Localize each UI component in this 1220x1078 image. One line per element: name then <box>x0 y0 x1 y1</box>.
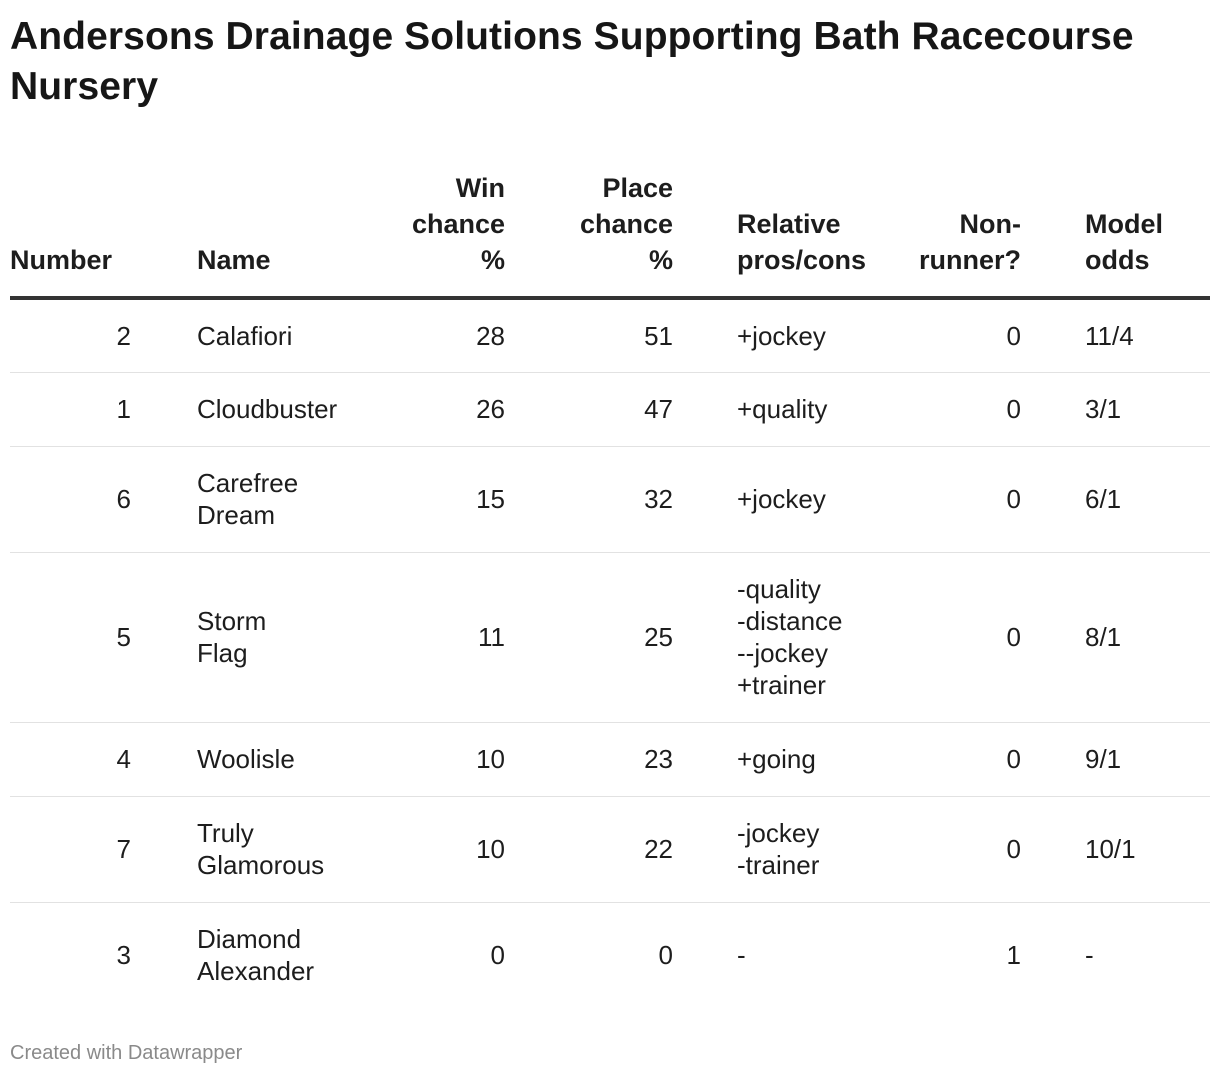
table-row: 2 Calafiori 28 51 +jockey 0 11/4 <box>10 298 1210 373</box>
cell-name: Calafiori <box>133 298 309 373</box>
pros-cons-item: -distance <box>737 606 843 636</box>
column-header-label-line: Number <box>10 245 113 275</box>
column-header-label-line: Model <box>1085 209 1163 239</box>
pros-cons-item: - <box>737 940 746 971</box>
column-header-label-line: % <box>480 245 505 275</box>
cell-nonrunner: 1 <box>1006 940 1021 971</box>
cell-win: 26 <box>309 372 505 447</box>
column-header-label-line: % <box>648 245 673 275</box>
column-header-label-line: Name <box>197 245 271 275</box>
cell-pros: - <box>673 902 873 1008</box>
cell-pros: +jockey <box>673 298 873 373</box>
cell-pros: -quality -distance --jockey +trainer <box>673 552 873 723</box>
cell-number: 4 <box>10 722 133 797</box>
table-row: 3 Diamond Alexander 0 0 - 1 - <box>10 902 1210 1008</box>
cell-place: 25 <box>505 552 673 723</box>
table-row: 1 Cloudbuster 26 47 +quality 0 3/1 <box>10 372 1210 447</box>
column-header-pros[interactable]: Relative pros/cons <box>673 170 873 300</box>
pros-cons-item: -trainer <box>737 850 820 880</box>
cell-place: 22 <box>505 796 673 903</box>
column-header-label-line: Relative <box>737 209 841 239</box>
table-row: 5 Storm Flag 11 25 -quality -distance --jockey… <box>10 552 1210 723</box>
cell-number: 6 <box>10 446 133 553</box>
table-row: 4 Woolisle 10 23 +going 0 9/1 <box>10 722 1210 797</box>
cell-number: 5 <box>10 552 133 723</box>
table-body: 2 Calafiori 28 51 +jockey 0 11/4 1 Cloudbuster 26… <box>10 298 1210 1008</box>
cell-place: 23 <box>505 722 673 797</box>
column-header-label-line: Win <box>455 173 505 203</box>
column-header-nonrunner[interactable]: Non-runner? <box>873 170 1021 300</box>
cell-number: 1 <box>10 372 133 447</box>
cell-win: 11 <box>309 552 505 723</box>
cell-nonrunner: 0 <box>873 298 1021 373</box>
cell-name: Carefree Dream <box>133 446 309 553</box>
cell-name: Truly Glamorous <box>133 796 324 903</box>
table-row: 7 Truly Glamorous 10 22 -jockey -trainer 0 10/1 <box>10 796 1210 903</box>
column-header-win[interactable]: Win chance% <box>309 170 505 300</box>
cell-number: 7 <box>10 796 133 903</box>
cell-odds: 10/1 <box>1021 796 1210 903</box>
cell-odds: 3/1 <box>1021 372 1210 447</box>
cell-odds: 11/4 <box>1021 298 1210 373</box>
cell-win: 10 <box>309 796 505 903</box>
cell-nonrunner: 0 <box>873 722 1021 797</box>
cell-place: 47 <box>505 372 673 447</box>
cell-win: 10 <box>309 722 505 797</box>
cell-nonrunner: 0 <box>873 446 1021 553</box>
cell-odds: 6/1 <box>1021 446 1210 553</box>
cell-nonrunner: 0 <box>873 796 1021 903</box>
column-header-odds[interactable]: Model odds <box>1021 170 1210 300</box>
chart-title: Andersons Drainage Solutions Supporting … <box>10 15 1134 108</box>
table-row: 6 Carefree Dream 15 32 +jockey 0 6/1 <box>10 446 1210 553</box>
column-header-place[interactable]: Place chance% <box>505 170 673 300</box>
cell-place: 0 <box>658 940 673 971</box>
cell-odds: - <box>1085 940 1094 971</box>
pros-cons-item: -jockey <box>737 818 820 848</box>
column-header-label-line: odds <box>1085 245 1150 275</box>
pros-cons-item: -quality <box>737 574 821 604</box>
cell-number: 3 <box>116 940 131 971</box>
column-header-label-line: chance <box>411 209 505 239</box>
header-row: Number Name Win chance% Place chance% Rela… <box>10 170 1210 300</box>
cell-pros: +jockey <box>673 446 873 553</box>
pros-cons-item: +quality <box>737 394 828 424</box>
column-header-label-line: chance <box>579 209 673 239</box>
cell-win: 28 <box>309 298 505 373</box>
cell-place: 51 <box>505 298 673 373</box>
cell-number: 2 <box>10 298 133 373</box>
cell-name: Diamond Alexander <box>197 924 315 987</box>
pros-cons-item: --jockey <box>737 638 829 668</box>
footer-credit: Created with Datawrapper <box>10 1042 243 1064</box>
cell-place: 32 <box>505 446 673 553</box>
cell-nonrunner: 0 <box>873 372 1021 447</box>
column-header-number[interactable]: Number <box>10 170 133 300</box>
cell-pros: -jockey -trainer <box>673 796 873 903</box>
cell-pros: +quality <box>673 372 873 447</box>
cell-name: Woolisle <box>133 722 309 797</box>
pros-cons-item: +jockey <box>737 320 826 351</box>
cell-name: Cloudbuster <box>133 372 337 447</box>
column-header-name[interactable]: Name <box>133 170 309 300</box>
cell-odds: 8/1 <box>1021 552 1210 723</box>
column-header-label-line: pros/cons <box>737 245 867 275</box>
cell-win: 15 <box>309 446 505 553</box>
pros-cons-item: +trainer <box>737 670 826 700</box>
column-header-label-line: Non- <box>959 209 1021 239</box>
pros-cons-item: +jockey <box>737 484 826 514</box>
column-header-label-line: runner? <box>918 245 1021 275</box>
cell-nonrunner: 0 <box>873 552 1021 723</box>
chart-container: Andersons Drainage Solutions Supporting … <box>10 12 1210 1008</box>
cell-name: Storm Flag <box>133 552 309 723</box>
cell-win: 0 <box>490 940 505 971</box>
pros-cons-item: +going <box>737 744 816 774</box>
data-table: Number Name Win chance% Place chance% Rela… <box>10 170 1210 1008</box>
cell-pros: +going <box>673 722 873 797</box>
cell-odds: 9/1 <box>1021 722 1210 797</box>
column-header-label-line: Place <box>602 173 673 203</box>
